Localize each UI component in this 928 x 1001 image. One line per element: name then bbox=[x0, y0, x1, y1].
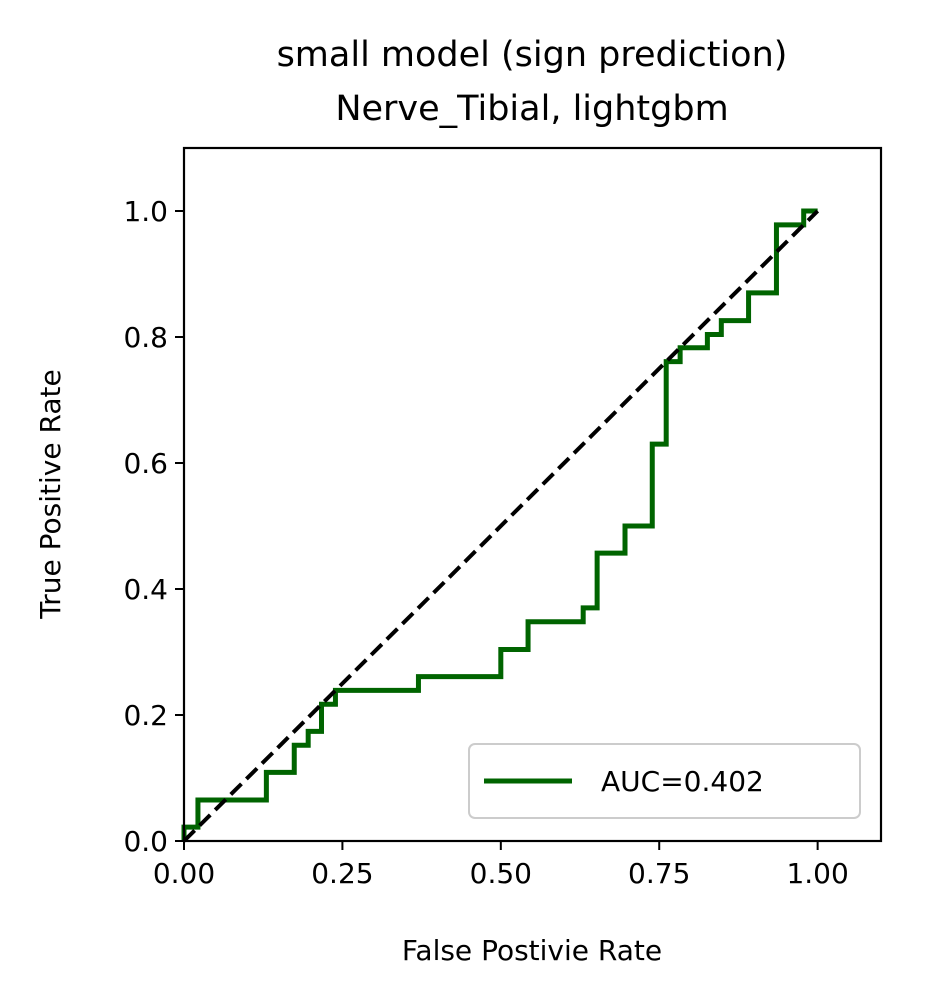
y-axis-ticks: 0.0 0.2 0.4 0.6 0.8 1.0 bbox=[123, 195, 184, 858]
y-tick-label: 0.4 bbox=[123, 573, 168, 606]
y-tick-label: 0.0 bbox=[123, 825, 168, 858]
x-tick-label: 1.00 bbox=[786, 857, 848, 890]
roc-curve-line bbox=[181, 208, 818, 841]
plot-frame bbox=[182, 146, 883, 843]
x-tick-label: 0.50 bbox=[470, 857, 532, 890]
chart-title: small model (sign prediction) bbox=[277, 35, 788, 75]
plot-area bbox=[181, 208, 820, 843]
y-tick-label: 0.2 bbox=[123, 699, 168, 732]
chart-subtitle: Nerve_Tibial, lightgbm bbox=[335, 89, 728, 129]
x-axis-label: False Postivie Rate bbox=[402, 934, 662, 967]
legend-box bbox=[468, 743, 861, 819]
y-axis-label: True Positive Rate bbox=[34, 369, 67, 619]
legend: AUC=0.402 bbox=[468, 743, 861, 819]
chance-diagonal-line bbox=[182, 209, 820, 843]
x-axis-ticks: 0.00 0.25 0.50 0.75 1.00 bbox=[153, 841, 849, 890]
x-tick-label: 0.25 bbox=[311, 857, 373, 890]
y-tick-label: 0.6 bbox=[123, 447, 168, 480]
y-tick-label: 0.8 bbox=[123, 321, 168, 354]
x-tick-label: 0.00 bbox=[153, 857, 215, 890]
x-tick-label: 0.75 bbox=[628, 857, 690, 890]
legend-label: AUC=0.402 bbox=[601, 765, 764, 798]
y-tick-label: 1.0 bbox=[123, 195, 168, 228]
